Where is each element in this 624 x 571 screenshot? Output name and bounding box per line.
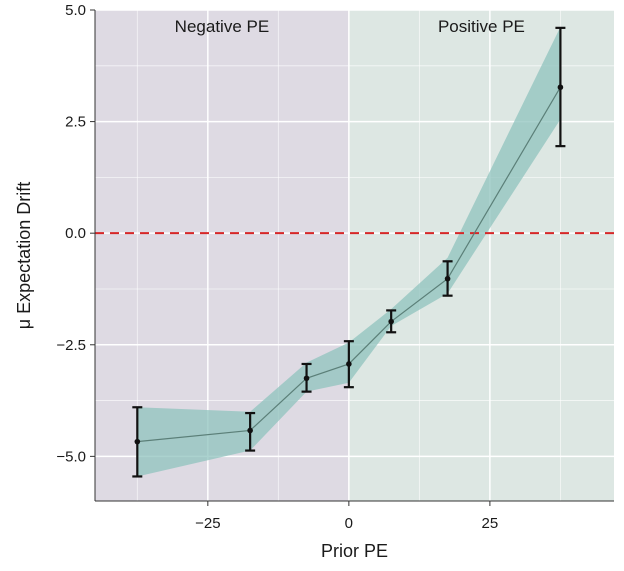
data-point bbox=[444, 275, 451, 282]
confidence-band bbox=[137, 26, 561, 477]
region-label-negative: Negative PE bbox=[175, 17, 270, 36]
data-point bbox=[134, 438, 141, 445]
y-tick-label: 2.5 bbox=[65, 114, 86, 131]
region-positive bbox=[348, 10, 614, 501]
grid-lines bbox=[95, 9, 614, 501]
data-point bbox=[303, 375, 310, 382]
data-point bbox=[388, 318, 394, 325]
data-point bbox=[247, 427, 253, 434]
series-group bbox=[132, 26, 566, 478]
x-tick-label: −25 bbox=[195, 515, 220, 532]
x-axis-title: Prior PE bbox=[321, 541, 388, 561]
axes-group: −25 0 25 5.0 2.5 0.0 −2.5 −5.0 bbox=[56, 2, 614, 532]
data-point bbox=[557, 84, 564, 91]
x-tick-label: 0 bbox=[345, 515, 353, 532]
y-tick-label: −5.0 bbox=[56, 448, 86, 465]
data-point bbox=[346, 361, 352, 367]
confidence-band-group bbox=[137, 26, 561, 477]
y-axis-title: μ Expectation Drift bbox=[14, 182, 34, 329]
x-tick-label: 25 bbox=[482, 515, 499, 532]
y-tick-label: −2.5 bbox=[56, 337, 86, 354]
region-label-positive: Positive PE bbox=[438, 17, 525, 36]
y-tick-label: 5.0 bbox=[65, 2, 86, 19]
text-group: Negative PE Positive PE Prior PE μ Expec… bbox=[14, 17, 525, 561]
y-tick-label: 0.0 bbox=[65, 225, 86, 242]
